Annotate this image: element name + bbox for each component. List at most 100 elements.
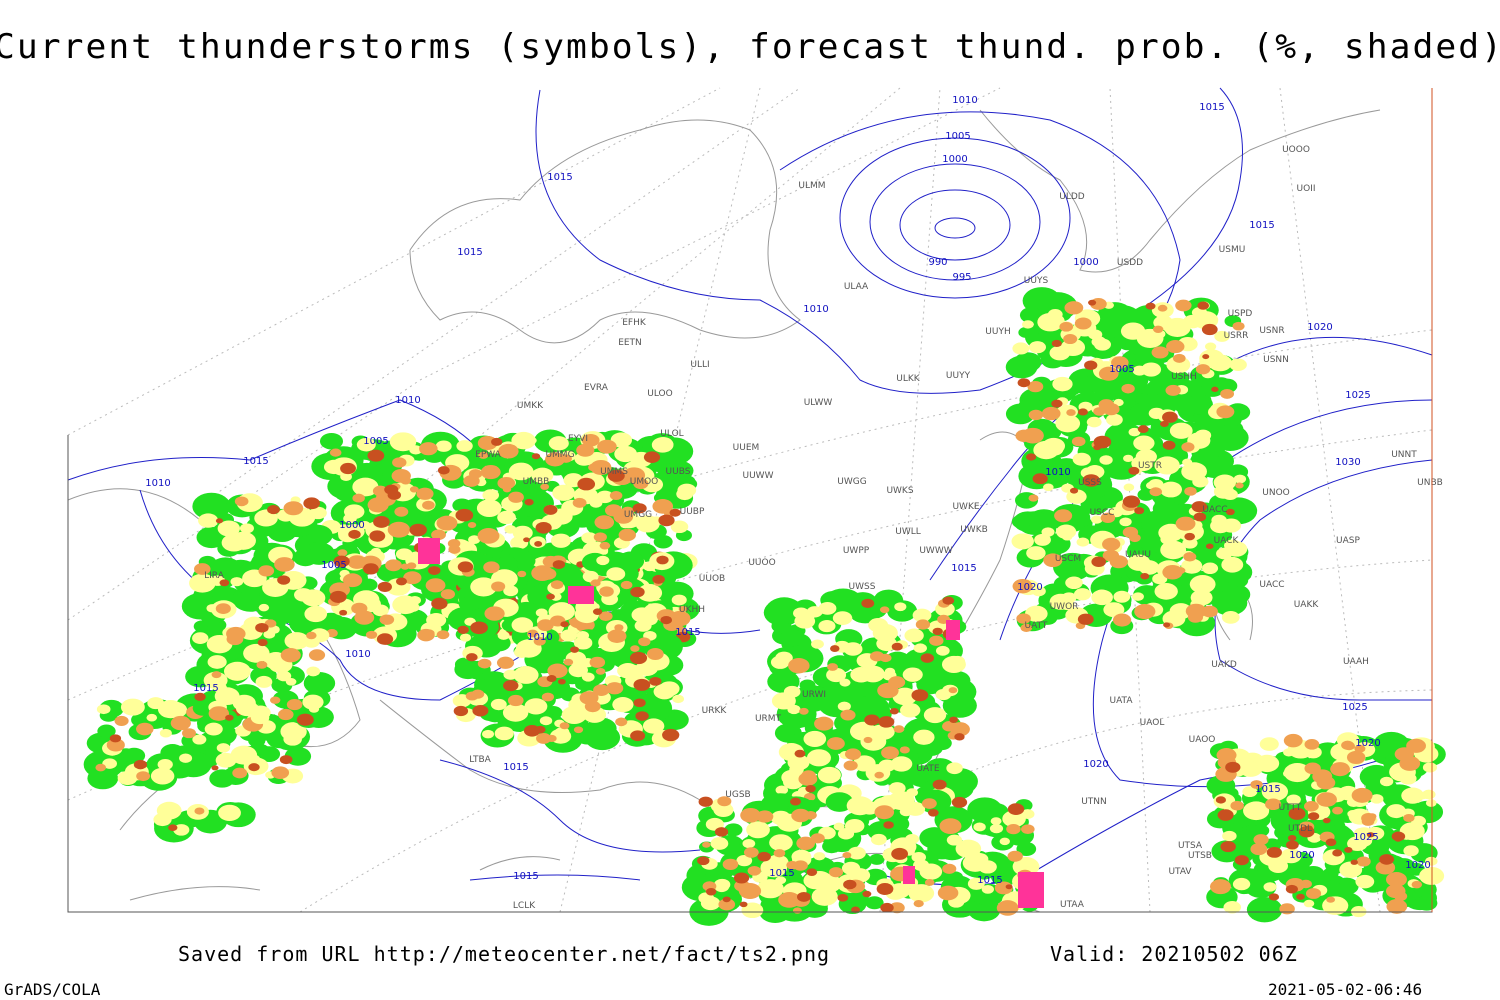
shading-blob bbox=[426, 613, 447, 628]
shading-blob bbox=[347, 555, 367, 569]
shading-blob bbox=[581, 532, 598, 544]
shading-blob bbox=[827, 663, 839, 671]
shading-blob bbox=[370, 547, 382, 556]
station-code: UUBS bbox=[666, 467, 691, 477]
shading-blob bbox=[1298, 826, 1315, 838]
shading-blob bbox=[651, 437, 674, 453]
shading-blob bbox=[494, 726, 514, 741]
shading-blob bbox=[1403, 845, 1419, 857]
shading-blob bbox=[787, 704, 801, 715]
shading-blob bbox=[1028, 341, 1046, 354]
shading-blob bbox=[1181, 462, 1207, 481]
station-code: UUBP bbox=[680, 507, 705, 517]
shading-blob bbox=[843, 760, 858, 771]
shading-blob bbox=[1403, 813, 1415, 823]
shading-blob bbox=[491, 437, 503, 446]
shading-blob bbox=[864, 714, 880, 726]
shading-blob bbox=[1091, 515, 1103, 524]
shading-blob bbox=[905, 833, 920, 844]
shading-blob bbox=[1066, 409, 1076, 416]
shading-blob bbox=[806, 868, 818, 876]
shading-blob bbox=[839, 678, 851, 687]
shading-blob bbox=[1043, 483, 1054, 492]
shading-blob bbox=[1103, 602, 1125, 618]
shading-blob bbox=[946, 834, 963, 846]
shading-blob bbox=[717, 796, 732, 807]
shading-blob bbox=[804, 810, 817, 820]
shading-blob bbox=[1138, 511, 1157, 525]
shading-blob bbox=[1265, 798, 1282, 811]
isobar bbox=[839, 137, 1071, 299]
shading-blob bbox=[761, 794, 789, 814]
shading-blob bbox=[630, 730, 646, 742]
shading-blob bbox=[247, 754, 261, 764]
shading-blob bbox=[705, 888, 717, 896]
shading-blob bbox=[570, 646, 580, 653]
shading-blob bbox=[1007, 803, 1025, 815]
shading-blob bbox=[1051, 339, 1062, 348]
shading-blob bbox=[537, 619, 554, 632]
shading-blob bbox=[979, 902, 997, 916]
shading-blob bbox=[638, 637, 651, 647]
shading-blob bbox=[794, 749, 806, 758]
station-code: UTSA bbox=[1178, 841, 1203, 851]
shading-blob bbox=[1123, 483, 1135, 492]
shading-blob bbox=[1347, 809, 1359, 818]
shading-blob bbox=[1339, 861, 1363, 878]
shading-blob bbox=[373, 516, 390, 528]
shading-blob bbox=[919, 863, 943, 880]
shading-blob bbox=[942, 863, 957, 874]
shading-blob bbox=[633, 698, 646, 708]
shading-blob bbox=[496, 656, 515, 669]
shading-blob bbox=[1220, 841, 1236, 853]
shading-blob bbox=[1065, 576, 1083, 590]
shading-blob bbox=[1178, 518, 1194, 530]
station-code: UACC bbox=[1202, 505, 1227, 515]
shading-blob bbox=[757, 851, 771, 862]
shading-blob bbox=[392, 595, 419, 615]
thunderstorm-symbol bbox=[568, 586, 594, 604]
shading-blob bbox=[1225, 761, 1241, 773]
shading-blob bbox=[1076, 537, 1090, 547]
shading-blob bbox=[1144, 393, 1161, 405]
shading-blob bbox=[543, 504, 558, 515]
station-code: UTAV bbox=[1168, 867, 1192, 877]
shading-blob bbox=[1347, 836, 1368, 852]
shading-blob bbox=[889, 708, 899, 715]
shading-blob bbox=[156, 801, 182, 820]
shading-blob bbox=[1020, 623, 1033, 633]
shading-blob bbox=[340, 462, 356, 475]
shading-blob bbox=[771, 692, 796, 710]
shading-blob bbox=[192, 632, 209, 645]
shading-blob bbox=[1138, 560, 1160, 575]
station-code: UGSB bbox=[725, 790, 750, 800]
station-code: EYVI bbox=[568, 434, 588, 444]
shading-blob bbox=[662, 728, 680, 742]
shading-blob bbox=[206, 604, 219, 613]
shading-blob bbox=[194, 692, 206, 701]
shading-blob bbox=[491, 581, 506, 592]
shading-blob bbox=[614, 445, 638, 463]
shading-blob bbox=[106, 738, 125, 752]
shading-blob bbox=[1250, 843, 1268, 856]
shading-blob bbox=[1064, 556, 1087, 573]
shading-blob bbox=[406, 562, 417, 570]
shading-blob bbox=[614, 624, 624, 631]
shading-blob bbox=[1061, 533, 1073, 541]
shading-blob bbox=[844, 819, 865, 833]
shading-blob bbox=[293, 548, 318, 567]
shading-blob bbox=[192, 492, 231, 520]
shading-blob bbox=[524, 498, 534, 506]
isobar-label: 1015 bbox=[193, 683, 218, 694]
shading-blob bbox=[455, 508, 474, 522]
station-code: UATT bbox=[1025, 621, 1048, 631]
isobar-label: 1015 bbox=[977, 875, 1002, 886]
shading-blob bbox=[791, 849, 812, 864]
shading-blob bbox=[658, 681, 680, 697]
shading-blob bbox=[617, 663, 639, 679]
shading-blob bbox=[1234, 855, 1249, 866]
shading-blob bbox=[840, 709, 856, 721]
shading-blob bbox=[1344, 846, 1353, 853]
shading-blob bbox=[939, 818, 962, 834]
shading-blob bbox=[766, 854, 789, 871]
